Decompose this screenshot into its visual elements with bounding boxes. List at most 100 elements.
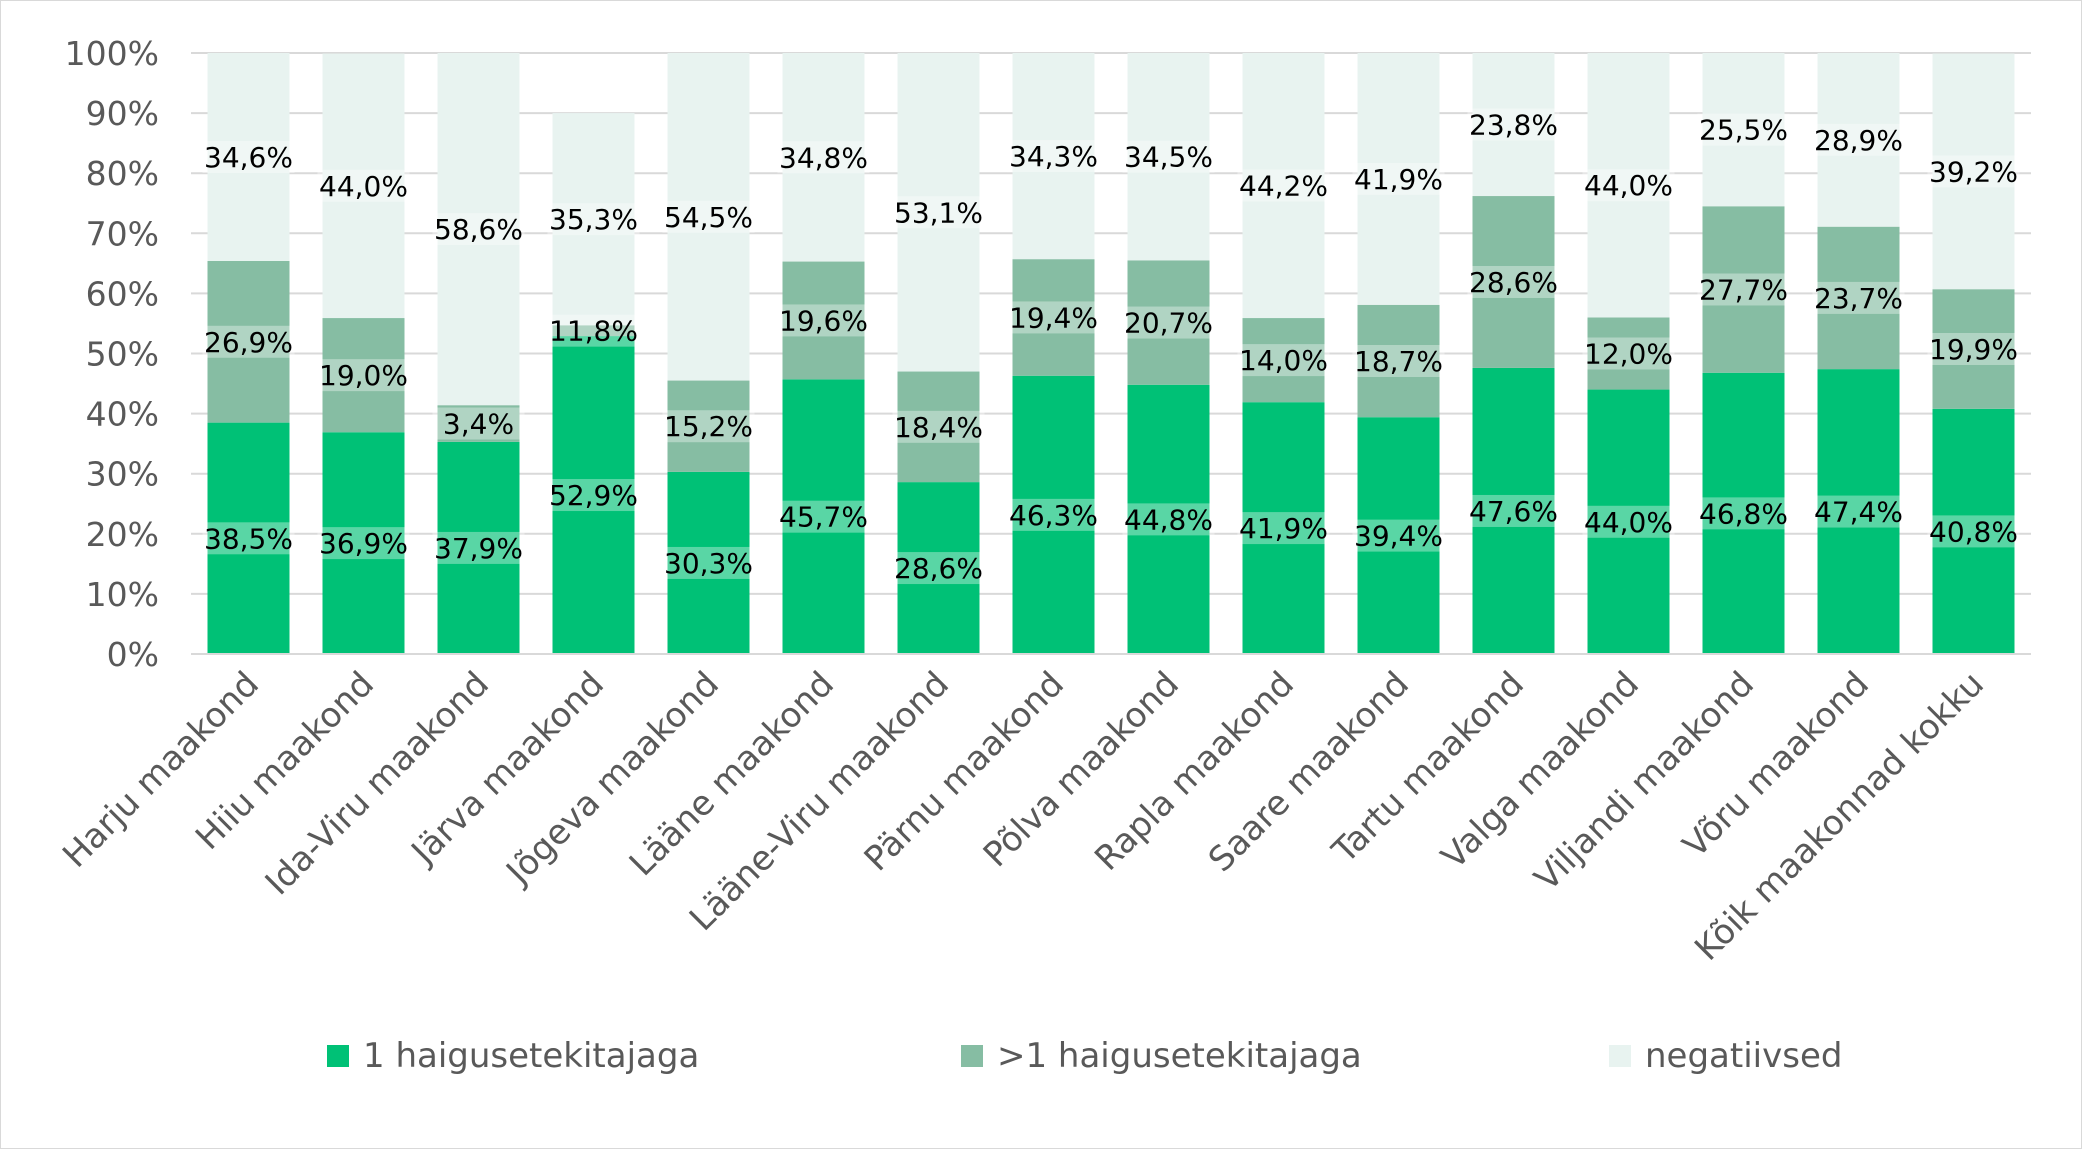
x-tick-label: Lääne maakond — [622, 664, 842, 884]
y-tick-label: 100% — [65, 34, 159, 73]
x-tick-label: Järva maakond — [403, 664, 612, 873]
y-tick-label: 60% — [86, 274, 159, 313]
y-tick-label: 40% — [86, 395, 159, 434]
bar-segment — [1932, 408, 2015, 654]
bar-segment — [782, 53, 865, 262]
legend-swatch-multiple — [961, 1045, 983, 1067]
legend-label-negative: negatiivsed — [1645, 1036, 1843, 1076]
bar-segment — [1817, 226, 1900, 370]
data-labels: 38,5% 26,9% 34,6% 36,9% 19,0% 44,0% 37,9% 3,4% 5… — [202, 108, 2020, 585]
data-label: 44,0% — [1584, 169, 1673, 202]
legend-swatch-negative — [1609, 1045, 1631, 1067]
legend-item-multiple: >1 haigusetekitajaga — [961, 1031, 1362, 1081]
data-label: 30,3% — [664, 547, 753, 580]
bar-segment — [1242, 53, 1325, 319]
data-label: 44,0% — [1584, 506, 1673, 539]
y-tick-label: 50% — [86, 335, 159, 374]
data-label: 12,0% — [1584, 338, 1673, 371]
data-label: 20,7% — [1124, 307, 1213, 340]
data-label: 38,5% — [204, 522, 293, 555]
data-label-bg — [662, 410, 755, 443]
data-label: 23,7% — [1814, 282, 1903, 315]
bar-segment — [552, 336, 635, 654]
x-tick-label: Jõgeva maakond — [498, 664, 727, 893]
data-label-bg — [202, 522, 295, 555]
data-label: 53,1% — [894, 196, 983, 229]
bar-segment — [437, 405, 520, 442]
bar-segment — [1472, 196, 1555, 368]
bar-segment — [897, 371, 980, 483]
data-label: 19,0% — [319, 359, 408, 392]
data-label-bg — [547, 479, 640, 512]
data-label: 46,8% — [1699, 497, 1788, 530]
data-label-bg — [1007, 498, 1100, 531]
bar-segment — [1932, 289, 2015, 409]
bar-segment — [1587, 389, 1670, 654]
bar-segment — [1357, 417, 1440, 654]
bar-segment — [1127, 260, 1210, 385]
bar-segment — [1127, 53, 1210, 261]
y-tick-label: 90% — [86, 94, 159, 133]
data-label-bg — [547, 314, 640, 347]
data-label: 34,3% — [1009, 140, 1098, 173]
data-label-bg — [202, 140, 295, 173]
x-tick-label: Valga maakond — [1434, 664, 1647, 877]
y-tick-label: 0% — [107, 635, 159, 674]
data-label: 28,6% — [894, 552, 983, 585]
bar-segment — [1702, 53, 1785, 207]
data-label-bg — [317, 169, 410, 202]
legend-label-single: 1 haigusetekitajaga — [363, 1036, 700, 1076]
x-tick-label: Tartu maakond — [1324, 664, 1532, 872]
data-label-bg — [432, 213, 525, 246]
bar-segment — [1817, 53, 1900, 227]
legend-label-multiple: >1 haigusetekitajaga — [997, 1036, 1362, 1076]
bar-segment — [897, 482, 980, 654]
x-tick-label: Rapla maakond — [1087, 664, 1302, 879]
legend-item-single: 1 haigusetekitajaga — [327, 1031, 699, 1081]
data-label: 39,4% — [1354, 520, 1443, 553]
bar-segment — [322, 318, 405, 433]
data-label-bg — [1927, 332, 2020, 365]
x-tick-label: Põlva maakond — [976, 664, 1187, 875]
data-label: 25,5% — [1699, 114, 1788, 147]
bar-segment — [1242, 402, 1325, 654]
bar-segment — [437, 441, 520, 654]
bar-segment — [782, 261, 865, 380]
data-label: 47,4% — [1814, 496, 1903, 529]
legend-swatch-single — [327, 1045, 349, 1067]
data-label: 47,6% — [1469, 495, 1558, 528]
data-label: 3,4% — [443, 408, 514, 441]
data-label-bg — [317, 527, 410, 560]
data-label-bg — [1007, 140, 1100, 173]
bar-segment — [1012, 53, 1095, 260]
data-label-bg — [1122, 140, 1215, 173]
data-label-bg — [777, 141, 870, 174]
data-label-bg — [1467, 265, 1560, 298]
data-label: 44,8% — [1124, 503, 1213, 536]
data-label: 18,7% — [1354, 345, 1443, 378]
data-label: 19,9% — [1929, 333, 2018, 366]
data-label: 52,9% — [549, 479, 638, 512]
data-label-bg — [1927, 515, 2020, 548]
x-tick-label: Pärnu maakond — [857, 664, 1072, 879]
data-label-bg — [1582, 169, 1675, 202]
y-tick-label: 20% — [86, 515, 159, 554]
bar-segment — [1702, 372, 1785, 654]
data-label-bg — [1237, 512, 1330, 545]
bars — [207, 53, 2015, 654]
data-label-bg — [892, 552, 985, 585]
legend-item-negative: negatiivsed — [1609, 1031, 1842, 1081]
bar-segment — [1242, 318, 1325, 403]
bar-segment — [667, 53, 750, 381]
data-label-bg — [1582, 505, 1675, 538]
legend: 1 haigusetekitajaga >1 haigusetekitajaga… — [1, 1031, 2082, 1081]
data-label-bg — [202, 325, 295, 358]
data-label-bg — [892, 196, 985, 229]
data-label-bg — [1812, 123, 1905, 156]
data-label: 37,9% — [434, 532, 523, 565]
data-label-bg — [1122, 503, 1215, 536]
bar-segment — [322, 432, 405, 654]
